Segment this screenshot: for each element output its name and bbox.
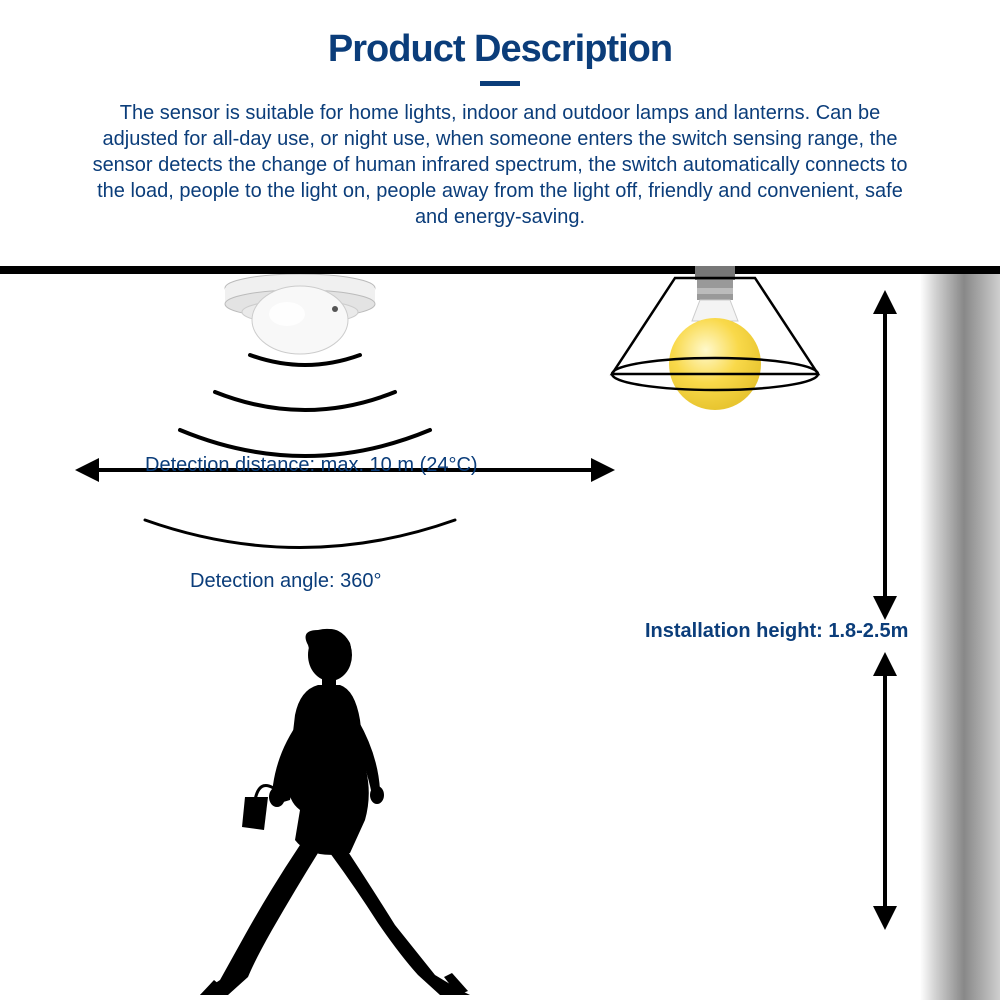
wall-icon	[920, 274, 1000, 1000]
product-description-text: The sensor is suitable for home lights, …	[40, 100, 960, 230]
detection-angle-label: Detection angle: 360°	[190, 570, 381, 593]
title-underline	[480, 81, 520, 86]
header: Product Description The sensor is suitab…	[0, 0, 1000, 230]
detection-angle-arc	[135, 500, 465, 570]
ceiling-line	[0, 266, 1000, 274]
lamp-icon	[600, 266, 830, 471]
installation-height-arrow	[865, 290, 905, 935]
sensor-device-icon	[215, 274, 385, 379]
installation-height-label: Installation height: 1.8-2.5m	[645, 620, 908, 643]
person-silhouette-icon	[200, 625, 470, 1000]
detection-distance-label: Detection distance: max. 10 m (24°C)	[145, 454, 478, 477]
page-title: Product Description	[0, 28, 1000, 71]
